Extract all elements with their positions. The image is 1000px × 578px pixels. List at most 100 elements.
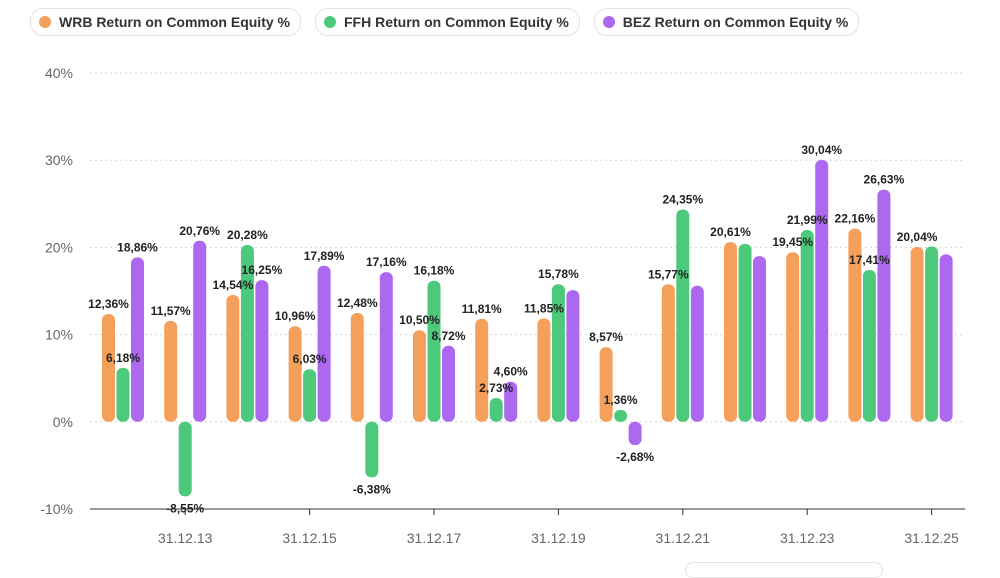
data-label: 12,48%: [337, 296, 378, 310]
data-label: -6,38%: [353, 482, 391, 496]
bar-wrb: [288, 326, 302, 422]
data-label: 6,03%: [293, 352, 327, 366]
data-label: 12,36%: [88, 297, 129, 311]
legend-dot-bez: [602, 16, 615, 28]
bar-wrb: [537, 318, 551, 422]
bar-ffh: [738, 243, 752, 422]
data-label: 11,85%: [524, 301, 564, 315]
data-label: 14,54%: [213, 278, 254, 292]
data-label: 18,86%: [117, 240, 158, 254]
data-label: 11,81%: [462, 302, 502, 316]
data-label: 10,96%: [275, 309, 316, 323]
data-label: 30,04%: [801, 143, 842, 157]
bar-wrb: [848, 228, 862, 422]
data-label: 21,99%: [787, 213, 828, 227]
y-tick-label: -10%: [40, 501, 73, 517]
y-tick-label: 40%: [45, 65, 73, 81]
bar-ffh: [489, 397, 503, 422]
data-label: 17,16%: [366, 255, 407, 269]
legend-dot-ffh: [324, 16, 336, 28]
bar-ffh: [862, 269, 876, 422]
data-label: 1,36%: [604, 393, 638, 407]
data-label: 20,61%: [710, 225, 751, 239]
bar-wrb: [786, 252, 800, 422]
bar-ffh: [551, 284, 565, 422]
bar-bez: [379, 272, 393, 422]
bar-wrb: [164, 320, 178, 422]
data-label: 16,25%: [242, 263, 283, 277]
bar-ffh: [925, 246, 939, 422]
bar-wrb: [661, 284, 675, 422]
bar-ffh: [614, 409, 628, 422]
bar-bez: [504, 381, 518, 422]
bar-bez: [877, 189, 891, 422]
bar-ffh: [116, 367, 130, 422]
data-label: 17,41%: [849, 253, 890, 267]
legend-item-wrb[interactable]: WRB Return on Common Equity %: [30, 8, 301, 36]
y-tick-label: 10%: [45, 327, 73, 343]
legend-dot-wrb: [39, 16, 51, 28]
data-label: 6,18%: [106, 351, 140, 365]
bar-bez: [939, 254, 953, 422]
bar-wrb: [350, 312, 364, 422]
bar-bez: [255, 280, 269, 422]
data-label: -8,55%: [166, 501, 204, 515]
legend-item-bez[interactable]: BEZ Return on Common Equity %: [593, 8, 860, 36]
scroll-handle[interactable]: [685, 562, 883, 578]
data-label: 20,28%: [227, 228, 268, 242]
legend-label-ffh: FFH Return on Common Equity %: [344, 14, 569, 30]
y-tick-label: 0%: [53, 414, 73, 430]
data-label: 20,76%: [179, 224, 220, 238]
data-label: 2,73%: [479, 381, 513, 395]
bar-ffh: [303, 369, 317, 422]
bar-ffh: [800, 230, 814, 422]
x-tick-label: 31.12.19: [531, 530, 586, 546]
legend-item-ffh[interactable]: FFH Return on Common Equity %: [315, 8, 580, 36]
bar-ffh: [240, 244, 254, 422]
bar-bez: [690, 285, 704, 422]
data-label: 26,63%: [864, 173, 905, 187]
data-label: 22,16%: [835, 212, 876, 226]
data-label: 15,77%: [648, 267, 689, 281]
data-label: -2,68%: [616, 450, 654, 464]
data-label: 4,60%: [494, 365, 528, 379]
x-tick-label: 31.12.17: [407, 530, 462, 546]
bar-wrb: [724, 242, 737, 422]
bar-bez: [131, 257, 144, 422]
bar-wrb: [599, 347, 613, 422]
x-tick-label: 31.12.23: [780, 530, 835, 546]
x-tick-label: 31.12.21: [656, 530, 711, 546]
bar-ffh: [676, 209, 690, 422]
data-label: 17,89%: [304, 249, 345, 263]
bar-wrb: [910, 247, 924, 422]
bar-ffh: [365, 421, 379, 478]
legend: WRB Return on Common Equity % FFH Return…: [30, 8, 860, 36]
y-tick-label: 20%: [45, 239, 73, 255]
data-label: 16,18%: [414, 264, 455, 278]
data-label: 10,50%: [399, 313, 440, 327]
data-label: 8,57%: [589, 330, 623, 344]
bar-bez: [317, 265, 331, 422]
x-tick-label: 31.12.13: [158, 530, 213, 546]
bar-bez: [442, 345, 455, 422]
bar-bez: [815, 159, 829, 422]
x-tick-label: 31.12.25: [904, 530, 959, 546]
bar-bez: [566, 290, 580, 422]
bar-ffh: [427, 280, 441, 422]
bar-wrb: [413, 330, 426, 422]
bar-ffh: [178, 421, 192, 497]
data-label: 11,57%: [151, 304, 191, 318]
legend-label-bez: BEZ Return on Common Equity %: [622, 14, 849, 30]
bar-wrb: [475, 318, 489, 422]
data-label: 24,35%: [662, 192, 703, 206]
bar-wrb: [102, 314, 115, 422]
y-tick-label: 30%: [45, 152, 73, 168]
bar-bez: [753, 256, 766, 422]
x-tick-label: 31.12.15: [282, 530, 337, 546]
legend-label-wrb: WRB Return on Common Equity %: [59, 14, 290, 30]
bar-bez: [193, 240, 207, 422]
data-label: 8,72%: [431, 329, 465, 343]
data-label: 20,04%: [897, 230, 938, 244]
bar-wrb: [226, 295, 240, 422]
